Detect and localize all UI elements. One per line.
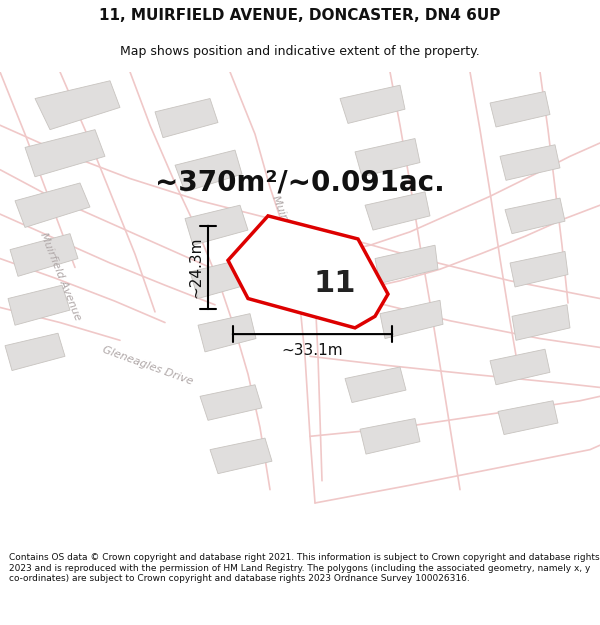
- Polygon shape: [198, 314, 256, 352]
- Polygon shape: [175, 150, 242, 192]
- Text: Gleneagles Drive: Gleneagles Drive: [101, 344, 194, 386]
- Polygon shape: [228, 216, 388, 328]
- Polygon shape: [490, 349, 550, 385]
- Text: ~24.3m: ~24.3m: [188, 237, 203, 298]
- Polygon shape: [365, 192, 430, 230]
- Polygon shape: [505, 198, 565, 234]
- Polygon shape: [155, 99, 218, 138]
- Polygon shape: [500, 145, 560, 181]
- Polygon shape: [185, 205, 248, 245]
- Text: Muirfield Avenue: Muirfield Avenue: [38, 231, 82, 322]
- Polygon shape: [35, 81, 120, 129]
- Polygon shape: [25, 129, 105, 177]
- Polygon shape: [10, 234, 78, 276]
- Polygon shape: [15, 183, 90, 228]
- Polygon shape: [355, 139, 420, 177]
- Polygon shape: [375, 245, 438, 283]
- Polygon shape: [512, 305, 570, 341]
- Text: 11: 11: [314, 269, 356, 298]
- Text: 11, MUIRFIELD AVENUE, DONCASTER, DN4 6UP: 11, MUIRFIELD AVENUE, DONCASTER, DN4 6UP: [100, 8, 500, 23]
- Text: Contains OS data © Crown copyright and database right 2021. This information is : Contains OS data © Crown copyright and d…: [9, 553, 599, 583]
- Polygon shape: [210, 438, 272, 474]
- Polygon shape: [190, 259, 252, 299]
- Polygon shape: [510, 251, 568, 287]
- Polygon shape: [200, 385, 262, 421]
- Polygon shape: [490, 91, 550, 127]
- Polygon shape: [345, 367, 406, 402]
- Text: ~33.1m: ~33.1m: [281, 343, 343, 358]
- Polygon shape: [360, 419, 420, 454]
- Polygon shape: [5, 333, 65, 371]
- Text: Muirfield Avenue: Muirfield Avenue: [270, 194, 314, 284]
- Text: ~370m²/~0.091ac.: ~370m²/~0.091ac.: [155, 169, 445, 197]
- Polygon shape: [380, 301, 443, 339]
- Polygon shape: [340, 85, 405, 123]
- Polygon shape: [8, 285, 70, 325]
- Text: Map shows position and indicative extent of the property.: Map shows position and indicative extent…: [120, 45, 480, 58]
- Polygon shape: [498, 401, 558, 434]
